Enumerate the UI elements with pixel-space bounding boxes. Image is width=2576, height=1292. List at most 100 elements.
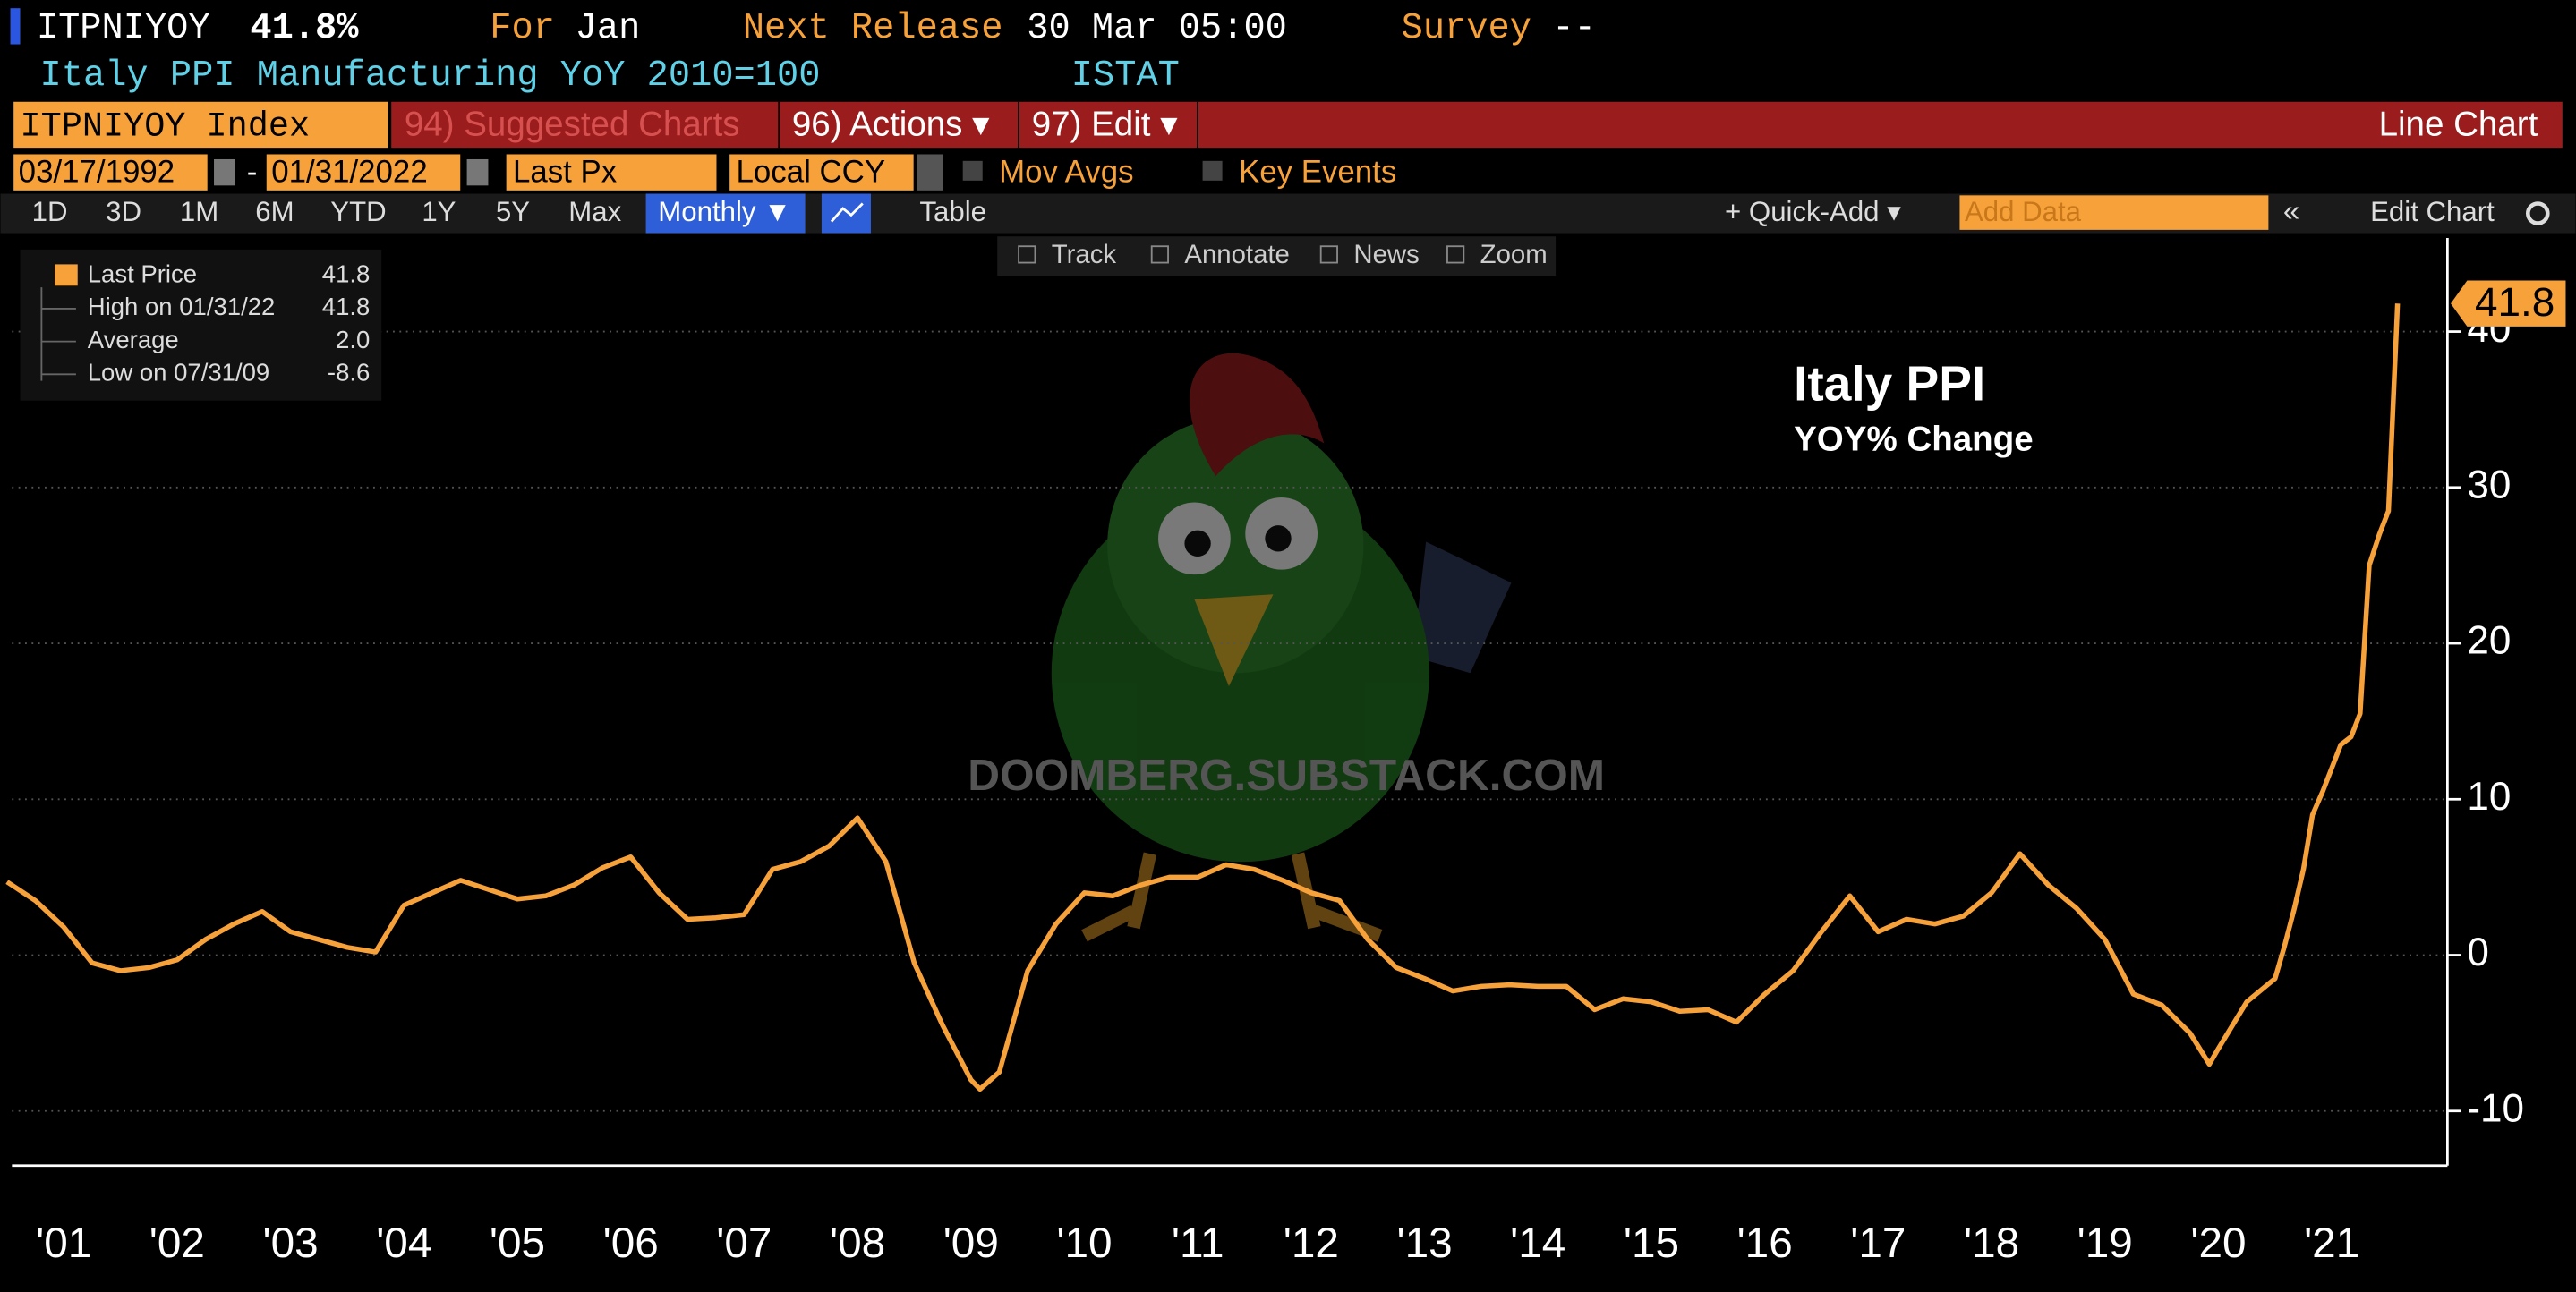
legend-entry: Last Price: [88, 260, 197, 288]
date-dash: -: [247, 155, 258, 190]
x-tick-label: '10: [1056, 1220, 1112, 1267]
range-button[interactable]: 1Y: [422, 196, 456, 227]
x-tick-label: '03: [263, 1220, 319, 1267]
last-value-label: 41.8: [2475, 278, 2555, 325]
x-tick-label: '02: [149, 1220, 205, 1267]
security: ITPNIYOY Index: [21, 106, 311, 146]
for-label: For: [490, 8, 555, 49]
input-box[interactable]: [729, 154, 914, 191]
security-box[interactable]: [13, 101, 388, 149]
x-tick-label: '15: [1624, 1220, 1679, 1267]
next-release-label: Next Release: [743, 8, 1003, 49]
field: Last Px: [513, 155, 618, 190]
tool-button[interactable]: Zoom: [1480, 240, 1548, 269]
collapse-icon[interactable]: «: [2283, 194, 2299, 227]
checkbox[interactable]: [1202, 160, 1223, 181]
tool-icon: [1018, 245, 1036, 264]
edit-chart[interactable]: Edit Chart: [2370, 196, 2495, 227]
for-value: Jan: [576, 8, 641, 49]
range-button[interactable]: 6M: [255, 196, 294, 227]
calendar-icon[interactable]: [466, 158, 489, 186]
chart-icon-glyph: [830, 202, 864, 223]
legend-value: 41.8: [322, 260, 371, 288]
range-button[interactable]: 3D: [106, 196, 141, 227]
x-tick-label: '20: [2190, 1220, 2246, 1267]
start-date: 03/17/1992: [19, 155, 175, 190]
menu-item[interactable]: 97) Edit ▾: [1032, 105, 1178, 143]
y-tick-label: 0: [2467, 931, 2488, 974]
checkbox[interactable]: [962, 160, 983, 181]
menu-item[interactable]: 94) Suggested Charts: [405, 105, 740, 143]
dropdown[interactable]: [917, 154, 943, 191]
x-tick-label: '21: [2304, 1220, 2359, 1267]
x-tick-label: '01: [36, 1220, 91, 1267]
x-tick-label: '09: [943, 1220, 999, 1267]
range-button[interactable]: 5Y: [496, 196, 530, 227]
option[interactable]: Mov Avgs: [999, 155, 1133, 190]
stat-value: -8.6: [328, 359, 370, 387]
last-value-badge: [2451, 280, 2566, 327]
range-button[interactable]: Max: [568, 196, 621, 227]
tool-bar: [997, 236, 1557, 276]
description: Italy PPI Manufacturing YoY 2010=100: [40, 55, 821, 97]
legend-box: [20, 249, 382, 401]
y-tick-label: 30: [2467, 463, 2511, 506]
x-tick-label: '08: [830, 1220, 885, 1267]
menu-item[interactable]: 96) Actions ▾: [792, 105, 990, 143]
x-tick-label: '19: [2077, 1220, 2133, 1267]
x-tick-label: '11: [1172, 1220, 1224, 1267]
calendar-icon[interactable]: [214, 158, 235, 186]
tool-button[interactable]: Annotate: [1184, 240, 1289, 269]
chart-title: Italy PPI: [1794, 356, 1985, 412]
input-box[interactable]: [266, 154, 461, 191]
survey-value: --: [1552, 8, 1595, 49]
next-release-value: 30 Mar 05:00: [1027, 8, 1287, 49]
quick-add[interactable]: + Quick-Add ▾: [1725, 196, 1901, 227]
ticker-marker: [10, 8, 21, 45]
frequency-button[interactable]: [645, 193, 806, 234]
x-tick-label: '13: [1396, 1220, 1452, 1267]
input-box[interactable]: [506, 154, 717, 191]
chart-icon[interactable]: [821, 193, 871, 234]
y-tick-label: 20: [2467, 619, 2511, 663]
range-button[interactable]: 1D: [32, 196, 68, 227]
stat-label: High on 01/31/22: [88, 293, 276, 320]
frequency: Monthly ▼: [658, 196, 791, 227]
stat-value: 2.0: [336, 326, 370, 353]
legend-swatch: [55, 264, 78, 286]
tool-button[interactable]: News: [1353, 240, 1419, 269]
input-box[interactable]: [13, 154, 208, 191]
end-date: 01/31/2022: [271, 155, 427, 190]
x-tick-label: '05: [490, 1220, 545, 1267]
tool-icon: [1150, 245, 1169, 264]
add-data-box[interactable]: [1959, 195, 2269, 230]
tool-icon: [1446, 245, 1465, 264]
y-tick-label: -10: [2467, 1086, 2524, 1130]
stat-value: 41.8: [322, 293, 371, 320]
last-value: 41.8%: [250, 8, 359, 49]
x-tick-label: '14: [1510, 1220, 1565, 1267]
x-tick-label: '18: [1964, 1220, 2019, 1267]
currency: Local CCY: [737, 155, 886, 190]
settings-icon[interactable]: [2525, 201, 2550, 225]
table-button[interactable]: Table: [919, 196, 986, 227]
x-tick-label: '07: [716, 1220, 772, 1267]
tool-button[interactable]: Track: [1052, 240, 1117, 269]
ticker: ITPNIYOY: [37, 8, 210, 49]
chart-type[interactable]: Line Chart: [2379, 105, 2538, 143]
add-data: Add Data: [1965, 196, 2082, 227]
option[interactable]: Key Events: [1239, 155, 1396, 190]
survey-label: Survey: [1402, 8, 1531, 49]
tool-icon: [1319, 245, 1338, 264]
source: ISTAT: [1071, 55, 1180, 97]
range-button[interactable]: 1M: [180, 196, 218, 227]
range-button[interactable]: YTD: [330, 196, 386, 227]
line-series: [5, 303, 2401, 1092]
watermark: DOOMBERG.SUBSTACK.COM: [968, 751, 1605, 800]
x-tick-label: '16: [1737, 1220, 1793, 1267]
menu-bar: [391, 101, 2563, 149]
stat-label: Low on 07/31/09: [88, 359, 269, 387]
watermark-logo: [1051, 353, 1512, 942]
x-tick-label: '17: [1850, 1220, 1906, 1267]
